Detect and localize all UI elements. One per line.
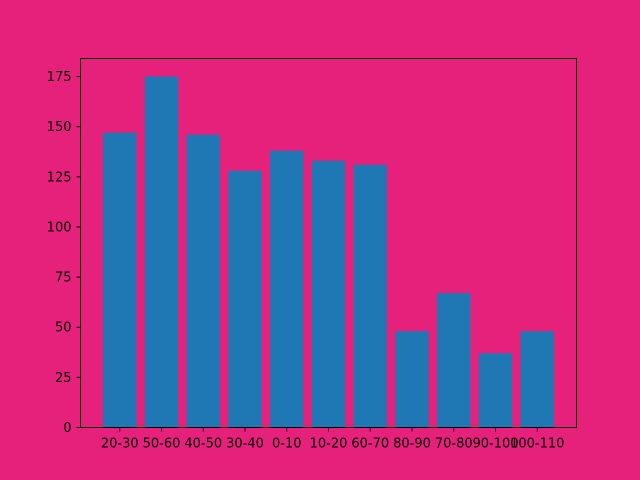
bar-30-40 xyxy=(228,170,262,428)
plot-frame xyxy=(80,58,577,428)
bar-60-70 xyxy=(353,164,387,428)
bar-40-50 xyxy=(186,134,220,428)
x-tick-label: 40-50 xyxy=(184,437,222,452)
y-tick-label: 175 xyxy=(47,70,72,85)
x-tick-label: 90-100 xyxy=(472,437,518,452)
y-tick-label: 75 xyxy=(55,271,72,286)
x-tick-label: 10-20 xyxy=(310,437,348,452)
bar-10-20 xyxy=(311,160,346,428)
y-tick-label: 25 xyxy=(55,371,72,386)
x-tick-label: 20-30 xyxy=(101,437,139,452)
y-tick-label: 125 xyxy=(47,170,72,185)
bar-0-10 xyxy=(270,150,304,428)
y-tick-label: 150 xyxy=(47,120,72,135)
bars-group xyxy=(103,76,554,428)
x-tick-label: 80-90 xyxy=(393,437,431,452)
y-tick-label: 50 xyxy=(55,321,72,336)
bar-90-100 xyxy=(478,353,513,428)
bar-100-110 xyxy=(520,331,554,428)
x-tick-label: 0-10 xyxy=(272,437,302,452)
bar-70-80 xyxy=(437,293,471,428)
x-tick-label: 50-60 xyxy=(143,437,181,452)
bar-50-60 xyxy=(144,76,179,428)
x-tick-label: 60-70 xyxy=(351,437,389,452)
y-tick-label: 0 xyxy=(63,421,71,436)
bar-80-90 xyxy=(395,331,429,428)
x-tick-label: 30-40 xyxy=(226,437,264,452)
x-axis-ticks: 20-30 50-60 40-50 30-40 0-10 10-20 60-70 80-90 7… xyxy=(101,427,564,452)
x-tick-label: 100-110 xyxy=(510,437,564,452)
x-tick-label: 70-80 xyxy=(435,437,473,452)
bar-20-30 xyxy=(103,132,137,428)
y-tick-label: 100 xyxy=(47,220,72,235)
y-axis-ticks: 0 25 50 75 100 125 150 175 xyxy=(47,70,81,436)
